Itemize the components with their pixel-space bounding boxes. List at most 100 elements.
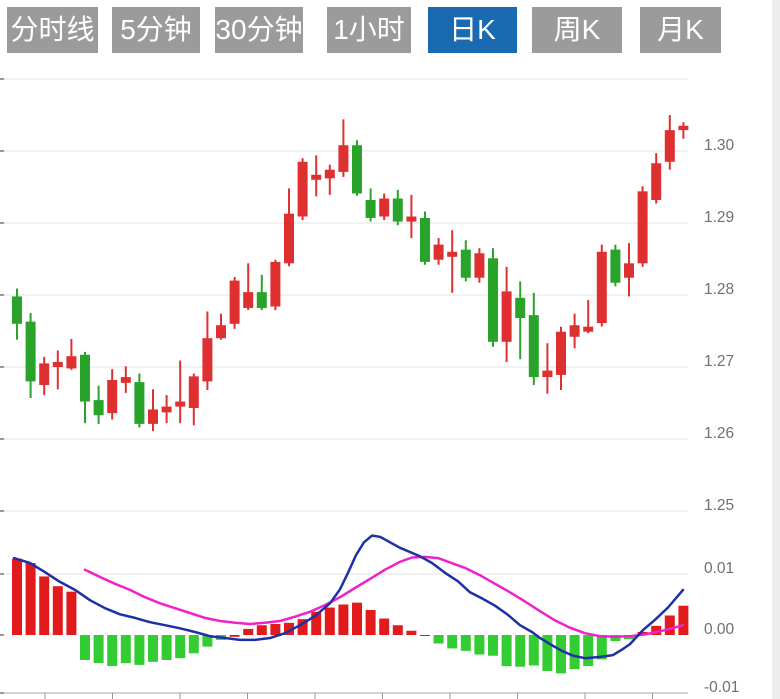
candle-body (569, 325, 580, 337)
macd-histogram-bar (148, 635, 158, 662)
tab-weekly-k[interactable]: 周K (532, 7, 622, 53)
macd-histogram-bar (365, 609, 376, 635)
macd-histogram-bar (392, 625, 403, 635)
candle-body (216, 325, 226, 339)
macd-histogram-bar (515, 635, 526, 667)
macd-histogram-bar (25, 563, 36, 635)
tab-daily-k[interactable]: 日K (428, 7, 517, 53)
candle-body (392, 198, 403, 222)
macd-histogram-bar (406, 630, 417, 635)
macd-histogram-bar (664, 615, 675, 635)
candle-body (515, 297, 526, 319)
candle-body (488, 258, 498, 342)
macd-histogram-bar (134, 635, 145, 665)
candle-body (188, 376, 199, 409)
macd-histogram-bar (93, 635, 104, 664)
candle-body (460, 249, 471, 278)
tab-time-line[interactable]: 分时线 (7, 7, 98, 53)
macd-histogram-bar (556, 635, 566, 674)
macd-histogram-bar (202, 635, 213, 647)
candle-body (39, 363, 50, 385)
candle-body (256, 292, 267, 308)
candle-body (202, 338, 213, 382)
macd-histogram-bar (542, 635, 553, 671)
candle-body (134, 382, 145, 424)
candle-body (651, 163, 662, 200)
price-axis-label: 1.30 (704, 137, 735, 154)
period-tabbar: 分时线 5分钟 30分钟 1小时 日K 周K 月K (0, 0, 780, 60)
macd-histogram-bar (107, 635, 118, 667)
macd-histogram-bar (243, 628, 254, 635)
macd-axis-label: 0.01 (704, 560, 734, 577)
right-edge-strip (772, 0, 780, 699)
dea-line (83, 555, 685, 639)
candle-body (501, 291, 512, 342)
candle-body (175, 401, 186, 407)
candle-body (93, 400, 104, 416)
macd-histogram-bar (352, 602, 362, 635)
macd-histogram-bar (66, 591, 77, 635)
macd-histogram-bar (596, 635, 607, 660)
candle-body (365, 199, 376, 218)
candle-body (664, 130, 675, 162)
macd-histogram-bar (501, 635, 512, 667)
macd-histogram-bar (229, 635, 240, 637)
price-axis-label: 1.29 (704, 209, 734, 226)
candle-body (610, 249, 621, 283)
price-axis-label: 1.27 (704, 353, 734, 370)
price-axis-label: 1.26 (704, 425, 734, 442)
macd-histogram-bar (52, 586, 63, 635)
macd-histogram-bar (420, 635, 430, 636)
candle-body (161, 406, 172, 413)
candle-body (338, 145, 349, 172)
candle-body (406, 216, 417, 222)
macd-histogram-bar (678, 605, 689, 635)
macd-histogram-bar (175, 635, 186, 659)
candle-body (120, 377, 131, 383)
candle-body (229, 280, 240, 324)
candle-body (107, 379, 118, 414)
macd-histogram-bar (460, 635, 471, 651)
macd-histogram-bar (161, 635, 172, 661)
macd-histogram-bar (379, 618, 390, 635)
tab-monthly-k[interactable]: 月K (640, 7, 721, 53)
macd-histogram-bar (569, 635, 580, 670)
candle-body (474, 253, 485, 278)
candle-body (624, 263, 634, 278)
macd-histogram-bar (651, 625, 662, 635)
macd-histogram-bar (256, 625, 267, 635)
macd-histogram-bar (583, 635, 594, 667)
candle-body (447, 251, 458, 257)
candle-body (324, 169, 335, 179)
macd-histogram-bar (80, 635, 90, 661)
candle-body (352, 145, 362, 194)
macd-axis-label: 0.00 (704, 621, 735, 638)
candle-body (25, 321, 36, 382)
tab-30min[interactable]: 30分钟 (215, 7, 303, 53)
macd-histogram-bar (120, 635, 131, 664)
candle-body (12, 296, 22, 324)
macd-histogram-bar (610, 635, 621, 642)
price-axis-label: 1.28 (704, 281, 734, 298)
candle-body (243, 292, 254, 308)
candle-body (420, 217, 430, 262)
candle-body (284, 213, 294, 264)
tab-5min[interactable]: 5分钟 (112, 7, 200, 53)
macd-histogram-bar (284, 622, 294, 635)
price-axis-label: 1.25 (704, 497, 734, 514)
candle-body (637, 191, 648, 264)
macd-histogram-bar (270, 624, 281, 635)
macd-histogram-bar (447, 635, 458, 649)
candle-body (379, 198, 390, 217)
candle-body (66, 356, 77, 369)
candle-body (148, 409, 158, 424)
candle-body (80, 354, 90, 402)
macd-histogram-bar (338, 604, 349, 635)
candle-body (528, 315, 539, 378)
macd-histogram-bar (39, 576, 50, 635)
tab-1hour[interactable]: 1小时 (327, 7, 411, 53)
candle-body (596, 251, 607, 324)
candle-body (297, 161, 308, 217)
macd-histogram-bar (12, 558, 22, 635)
